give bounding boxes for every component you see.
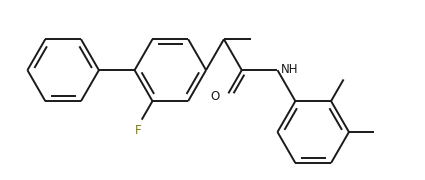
Text: NH: NH: [280, 63, 298, 76]
Text: O: O: [211, 90, 220, 103]
Text: F: F: [134, 124, 141, 137]
